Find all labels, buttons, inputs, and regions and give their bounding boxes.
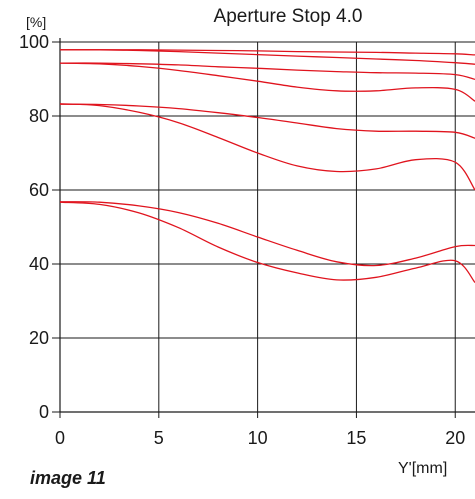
series-line-7 bbox=[59, 201, 475, 267]
series-line-6 bbox=[59, 103, 475, 191]
axes bbox=[52, 38, 475, 418]
chart-title: Aperture Stop 4.0 bbox=[213, 6, 363, 27]
y-tick-label: 60 bbox=[29, 180, 49, 200]
y-tick-label: 20 bbox=[29, 328, 49, 348]
series-lines bbox=[59, 49, 475, 283]
y-tick-label: 40 bbox=[29, 254, 49, 274]
series-line-5 bbox=[59, 103, 475, 139]
image-caption: image 11 bbox=[30, 468, 106, 488]
y-tick-label: 0 bbox=[39, 402, 49, 422]
x-tick-label: 0 bbox=[55, 428, 65, 448]
x-tick-label: 20 bbox=[445, 428, 465, 448]
series-line-2 bbox=[59, 49, 475, 65]
y-axis-unit: [%] bbox=[26, 14, 47, 30]
series-line-8 bbox=[59, 201, 475, 283]
series-line-3 bbox=[59, 62, 475, 81]
y-tick-label: 80 bbox=[29, 106, 49, 126]
grid bbox=[60, 41, 475, 412]
x-axis-unit: Y'[mm] bbox=[398, 460, 448, 477]
x-tick-label: 10 bbox=[248, 428, 268, 448]
series-line-4 bbox=[59, 62, 475, 102]
x-tick-label: 15 bbox=[346, 428, 366, 448]
y-tick-label: 100 bbox=[19, 32, 49, 52]
x-tick-label: 5 bbox=[154, 428, 164, 448]
tick-labels: 0 5 10 15 20 0 20 40 60 80 100 bbox=[19, 32, 465, 448]
